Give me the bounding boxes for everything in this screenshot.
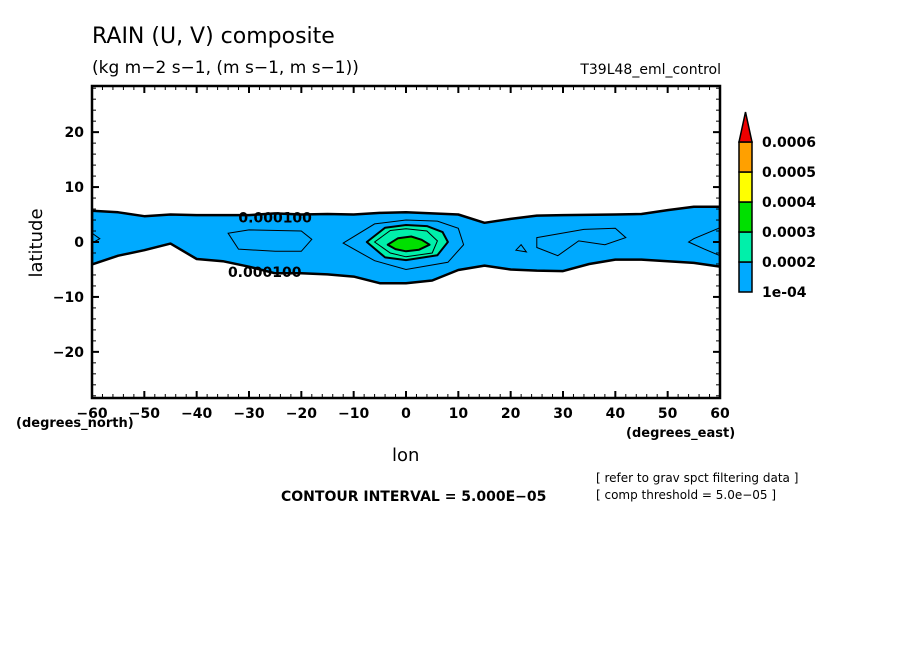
x-tick-label: −10 xyxy=(338,406,369,422)
filled-contours xyxy=(92,205,720,285)
x-tick-label: −60 xyxy=(76,406,107,422)
axis-ticks xyxy=(91,86,721,398)
contour-1.5e-04-west xyxy=(227,229,313,252)
y-tick-label: −10 xyxy=(53,290,84,306)
y-tick-label: −20 xyxy=(53,345,84,361)
threshold-note: [ comp threshold = 5.0e−05 ] xyxy=(596,488,777,502)
colorbar-swatch xyxy=(738,201,753,233)
y-tick-label: 10 xyxy=(65,180,85,196)
x-axis-units: (degrees_east) xyxy=(626,426,736,441)
colorbar-swatch xyxy=(738,171,753,203)
colorbar-swatch xyxy=(738,141,753,173)
x-tick-label: 0 xyxy=(401,406,411,422)
x-tick-label: −30 xyxy=(233,406,264,422)
x-tick-label: −50 xyxy=(129,406,160,422)
colorbar-label: 0.0006 xyxy=(762,135,816,151)
y-axis-units: (degrees_north) xyxy=(16,416,134,431)
contour-1.5e-04-center xyxy=(342,219,465,271)
x-tick-label: 50 xyxy=(658,406,678,422)
x-tick-label: 40 xyxy=(606,406,626,422)
contour-label: 0.000100 xyxy=(238,210,312,226)
y-tick-label: 0 xyxy=(74,235,84,251)
x-tick-label: 60 xyxy=(710,406,730,422)
filter-note: [ refer to grav spct filtering data ] xyxy=(596,471,799,485)
y-tick-label: 20 xyxy=(65,125,85,141)
colorbar-swatch xyxy=(738,261,753,293)
x-tick-label: 20 xyxy=(501,406,521,422)
colorbar-swatch xyxy=(738,231,753,263)
colorbar-label: 0.0004 xyxy=(762,195,816,211)
x-tick-label: 10 xyxy=(449,406,469,422)
x-tick-label: −40 xyxy=(181,406,212,422)
x-axis-label: lon xyxy=(392,445,420,466)
tick-labels: −60 −50 −40 −30 −20 −10 0 10 20 30 40 50 60 20 10 0 −10 −… xyxy=(53,125,730,422)
contour-lines xyxy=(92,219,720,271)
contour-interval-text: CONTOUR INTERVAL = 5.000E−05 xyxy=(281,489,547,505)
x-tick-label: 30 xyxy=(553,406,573,422)
colorbar: 1e-04 0.0002 0.0003 0.0004 0.0005 0.0006 xyxy=(738,111,816,301)
colorbar-extend-triangle xyxy=(738,111,753,143)
contour-1.5e-04-east xyxy=(536,227,627,257)
experiment-label: T39L48_eml_control xyxy=(580,62,721,78)
colorbar-label: 0.0005 xyxy=(762,165,816,181)
contour-1.5e-04-small xyxy=(514,243,528,253)
contour-labels: 0.000100 0.000100 xyxy=(228,210,312,281)
colorbar-label: 0.0003 xyxy=(762,225,816,241)
contour-2.5e-04-center xyxy=(373,228,438,258)
colorbar-label: 1e-04 xyxy=(762,285,807,301)
chart-title: RAIN (U, V) composite xyxy=(92,24,335,49)
core-ge-3e-04 xyxy=(386,235,431,253)
contour-1.5e-04-edge-east xyxy=(687,227,720,257)
y-axis-label: latitude xyxy=(26,208,47,278)
colorbar-label: 0.0002 xyxy=(762,255,816,271)
contour-label: 0.000100 xyxy=(228,265,302,281)
chart-units-subtitle: (kg m−2 s−1, (m s−1, m s−1)) xyxy=(92,58,359,78)
x-tick-label: −20 xyxy=(286,406,317,422)
